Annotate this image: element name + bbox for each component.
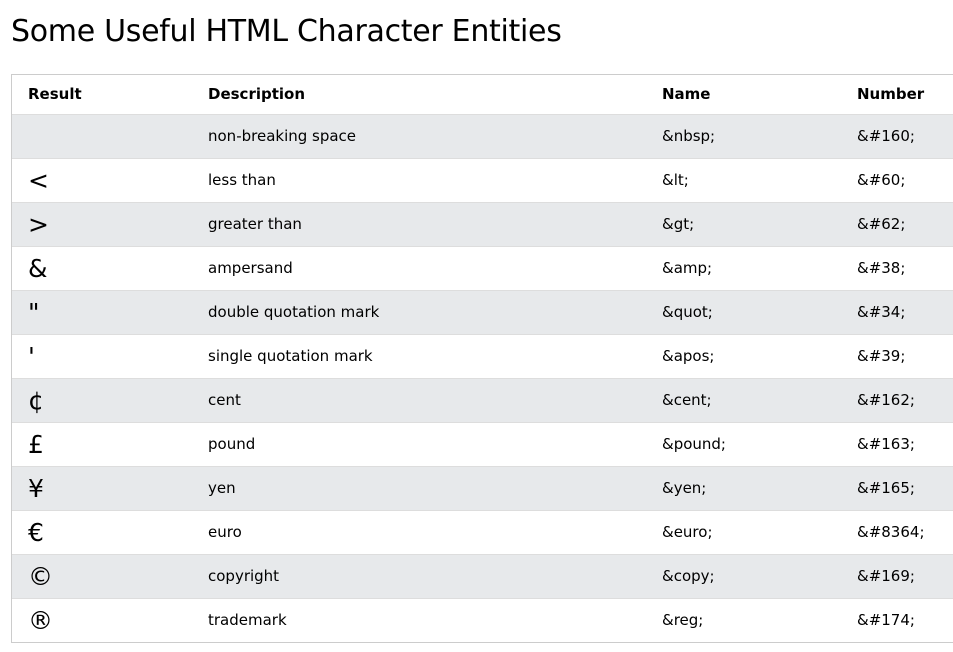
cell-number: &#39; [857, 347, 906, 365]
cell-result: € [28, 517, 44, 547]
cell-result: ¥ [28, 473, 44, 503]
cell-number: &#62; [857, 215, 906, 233]
cell-name: &yen; [662, 479, 707, 497]
cell-name: &gt; [662, 215, 695, 233]
cell-name: &quot; [662, 303, 713, 321]
cell-number: &#160; [857, 127, 915, 145]
table-row: " double quotation mark &quot; &#34; [12, 290, 953, 334]
table-row: € euro &euro; &#8364; [12, 510, 953, 554]
entities-table-container: Result Description Name Number non-break… [11, 74, 953, 643]
cell-result: ¢ [28, 385, 44, 415]
cell-result: " [28, 297, 40, 327]
cell-result: ® [28, 605, 53, 635]
header-number: Number [857, 85, 925, 104]
cell-number: &#169; [857, 567, 915, 585]
table-body: non-breaking space &nbsp; &#160; < less … [12, 114, 953, 642]
cell-number: &#165; [857, 479, 915, 497]
cell-name: &nbsp; [662, 127, 716, 145]
cell-number: &#34; [857, 303, 906, 321]
cell-description: non-breaking space [208, 127, 357, 145]
cell-description: yen [208, 479, 236, 497]
cell-description: cent [208, 391, 241, 409]
cell-description: trademark [208, 611, 287, 630]
cell-name: &reg; [662, 611, 704, 630]
cell-name: &copy; [662, 567, 715, 585]
table-row: ¢ cent &cent; &#162; [12, 378, 953, 422]
table-row: ¥ yen &yen; &#165; [12, 466, 953, 510]
cell-name: &apos; [662, 347, 715, 365]
table-row: ' single quotation mark &apos; &#39; [12, 334, 953, 378]
header-description: Description [208, 85, 306, 104]
table-header-row: Result Description Name Number [12, 75, 953, 114]
cell-description: single quotation mark [208, 347, 373, 365]
cell-description: ampersand [208, 259, 293, 277]
table-row: ® trademark &reg; &#174; [12, 598, 953, 642]
table-row: non-breaking space &nbsp; &#160; [12, 114, 953, 158]
cell-name: &euro; [662, 523, 713, 541]
cell-name: &lt; [662, 171, 689, 189]
cell-result: > [28, 209, 49, 239]
cell-description: less than [208, 171, 276, 189]
cell-description: double quotation mark [208, 303, 380, 321]
table-row: & ampersand &amp; &#38; [12, 246, 953, 290]
cell-name: &pound; [662, 435, 726, 453]
cell-number: &#163; [857, 435, 915, 453]
cell-name: &amp; [662, 259, 713, 277]
table-row: > greater than &gt; &#62; [12, 202, 953, 246]
cell-description: copyright [208, 567, 280, 585]
cell-result: ' [28, 341, 35, 371]
cell-number: &#60; [857, 171, 906, 189]
cell-result: £ [28, 429, 44, 459]
cell-number: &#174; [857, 611, 915, 630]
cell-name: &cent; [662, 391, 712, 409]
table-row: £ pound &pound; &#163; [12, 422, 953, 466]
cell-result [12, 114, 208, 158]
cell-number: &#162; [857, 391, 915, 409]
cell-description: pound [208, 435, 256, 453]
cell-description: euro [208, 523, 242, 541]
table-row: < less than &lt; &#60; [12, 158, 953, 202]
cell-description: greater than [208, 215, 302, 233]
cell-result: © [28, 561, 53, 591]
cell-result: & [28, 253, 48, 283]
header-result: Result [28, 85, 82, 104]
page-title: Some Useful HTML Character Entities [11, 14, 562, 49]
entities-table: Result Description Name Number non-break… [12, 75, 953, 642]
header-name: Name [662, 85, 711, 104]
cell-result: < [28, 165, 49, 195]
cell-number: &#38; [857, 259, 906, 277]
cell-number: &#8364; [857, 523, 925, 541]
table-row: © copyright &copy; &#169; [12, 554, 953, 598]
